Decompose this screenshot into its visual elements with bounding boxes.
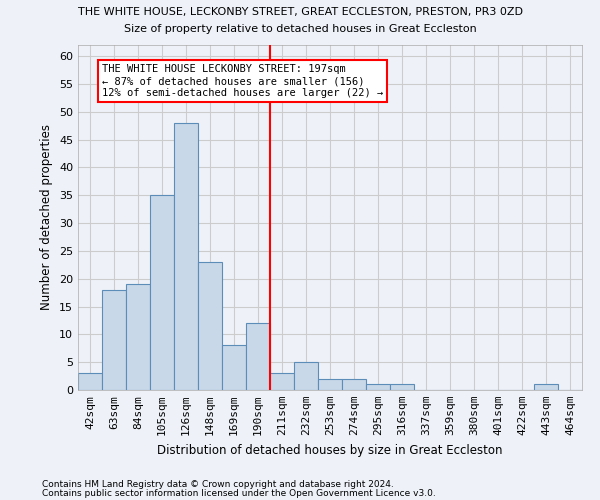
Text: Contains public sector information licensed under the Open Government Licence v3: Contains public sector information licen… [42,488,436,498]
Bar [294,362,318,390]
Bar [174,123,198,390]
Bar [390,384,414,390]
X-axis label: Distribution of detached houses by size in Great Eccleston: Distribution of detached houses by size … [157,444,503,456]
Text: THE WHITE HOUSE LECKONBY STREET: 197sqm
← 87% of detached houses are smaller (15: THE WHITE HOUSE LECKONBY STREET: 197sqm … [102,64,383,98]
Bar [150,195,174,390]
Bar [246,323,270,390]
Text: Size of property relative to detached houses in Great Eccleston: Size of property relative to detached ho… [124,24,476,34]
Text: THE WHITE HOUSE, LECKONBY STREET, GREAT ECCLESTON, PRESTON, PR3 0ZD: THE WHITE HOUSE, LECKONBY STREET, GREAT … [77,8,523,18]
Bar [78,374,102,390]
Bar [222,346,246,390]
Bar [366,384,390,390]
Bar [102,290,126,390]
Bar [342,379,366,390]
Bar [126,284,150,390]
Bar [318,379,342,390]
Y-axis label: Number of detached properties: Number of detached properties [40,124,53,310]
Text: Contains HM Land Registry data © Crown copyright and database right 2024.: Contains HM Land Registry data © Crown c… [42,480,394,489]
Bar [270,374,294,390]
Bar [198,262,222,390]
Bar [534,384,558,390]
